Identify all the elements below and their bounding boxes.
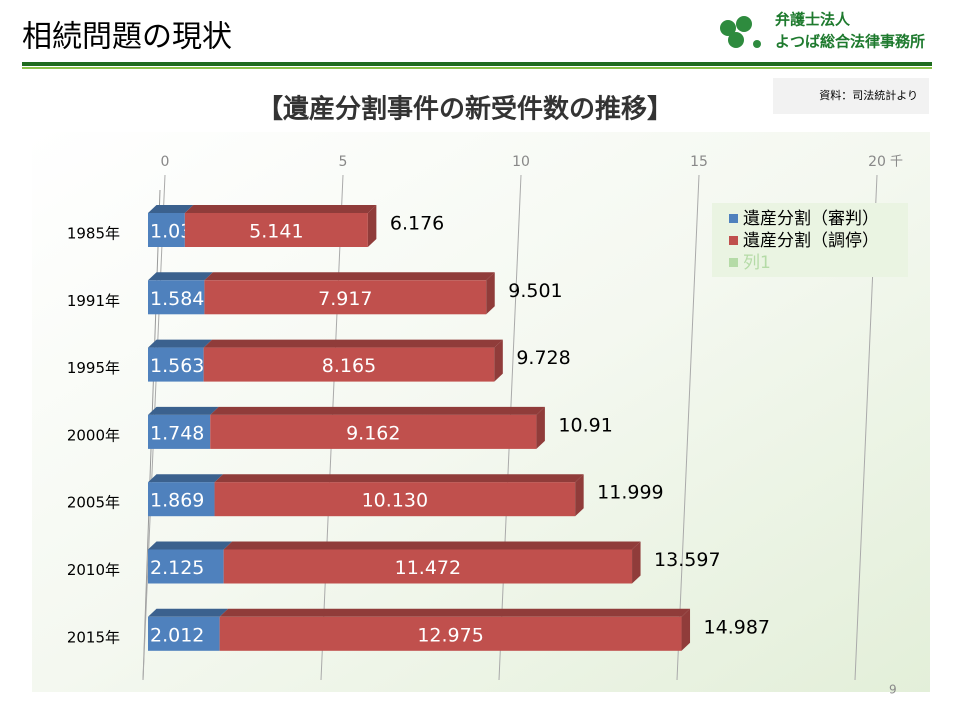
- bar-top: [148, 406, 219, 415]
- source-box: [773, 78, 929, 114]
- bar: [148, 549, 224, 584]
- x-tick-label: 5: [339, 154, 348, 170]
- bar: [223, 549, 633, 584]
- x-tick-label: 10: [512, 154, 530, 170]
- y-tick-label: 2015年: [67, 628, 120, 646]
- bar: [210, 414, 537, 449]
- x-tick-label: 0: [161, 154, 170, 170]
- y-tick-label: 1985年: [67, 225, 120, 243]
- bar: [148, 213, 185, 247]
- bar-top: [223, 541, 641, 550]
- total-label: 9.728: [516, 347, 570, 369]
- logo-icon: [720, 16, 761, 48]
- bar-top: [204, 272, 495, 281]
- source: 資料：司法統計より: [819, 88, 918, 102]
- legend-label: 遺産分割（審判）: [743, 209, 879, 229]
- legend-swatch: [729, 214, 738, 223]
- data-label: 11.472: [395, 557, 461, 579]
- data-label: 1.869: [150, 490, 204, 512]
- total-label: 14.987: [704, 616, 770, 638]
- bar-top: [148, 541, 233, 550]
- total-label: 10.91: [558, 414, 612, 436]
- data-label: 12.975: [417, 624, 483, 646]
- legend-box: [712, 203, 908, 277]
- bar-side: [494, 339, 503, 382]
- bar-top: [148, 608, 229, 617]
- page-number: 9: [889, 683, 897, 697]
- header-rule: [22, 62, 932, 66]
- data-label: 10.130: [362, 490, 428, 512]
- y-tick-label: 2005年: [67, 494, 120, 512]
- grid-line: [676, 174, 700, 681]
- x-tick-label: 20: [868, 154, 886, 170]
- y-tick-label: 2010年: [67, 561, 120, 579]
- data-label: 1.584: [150, 288, 204, 310]
- data-label: 2.125: [150, 557, 204, 579]
- data-label: 5.141: [249, 221, 303, 243]
- logo-text: よつば総合法律事務所: [775, 33, 925, 51]
- bar-side: [536, 406, 545, 449]
- total-label: 9.501: [508, 280, 562, 302]
- bar-side: [632, 541, 641, 584]
- bar-top: [184, 205, 377, 213]
- bar-top: [148, 474, 224, 483]
- bar-side: [681, 608, 691, 651]
- bar-side: [367, 205, 377, 247]
- bar: [148, 616, 220, 651]
- bar: [148, 414, 211, 449]
- bar: [148, 482, 215, 517]
- legend-label: 列1: [743, 253, 771, 273]
- total-label: 13.597: [654, 549, 720, 571]
- bar: [214, 482, 576, 517]
- bar: [148, 347, 204, 382]
- y-tick-label: 1991年: [67, 292, 120, 310]
- data-label: 1.748: [150, 422, 204, 444]
- slide-title: 相続問題の現状: [22, 20, 232, 55]
- total-label: 6.176: [390, 213, 444, 235]
- data-label: 8.165: [322, 355, 376, 377]
- data-label: 2.012: [150, 624, 204, 646]
- data-label: 7.917: [318, 288, 372, 310]
- bar-top: [219, 608, 691, 617]
- bar: [184, 213, 368, 247]
- bar-top: [210, 406, 545, 415]
- legend-label: 遺産分割（調停）: [743, 231, 879, 251]
- y-tick-label: 2000年: [67, 426, 120, 444]
- y-tick-label: 1995年: [67, 359, 120, 377]
- bar: [203, 347, 495, 382]
- data-label: 1.563: [150, 355, 204, 377]
- bar: [204, 280, 487, 315]
- logo-text: 弁護士法人: [775, 11, 851, 29]
- chart-title: 【遺産分割事件の新受件数の推移】: [257, 94, 673, 125]
- bar-top: [214, 474, 584, 483]
- bar-top: [148, 339, 213, 348]
- legend-swatch: [729, 258, 738, 267]
- total-label: 11.999: [597, 482, 663, 504]
- axis-unit: 千: [890, 155, 903, 170]
- bar: [219, 616, 682, 651]
- legend-swatch: [729, 236, 738, 245]
- bar-side: [575, 474, 584, 517]
- x-tick-label: 15: [690, 154, 708, 170]
- bar-top: [203, 339, 503, 348]
- bar: [148, 280, 205, 315]
- header-rule: [22, 67, 932, 69]
- data-label: 9.162: [346, 422, 400, 444]
- bar-side: [486, 272, 495, 315]
- bar-top: [148, 205, 194, 213]
- bar-top: [148, 272, 213, 281]
